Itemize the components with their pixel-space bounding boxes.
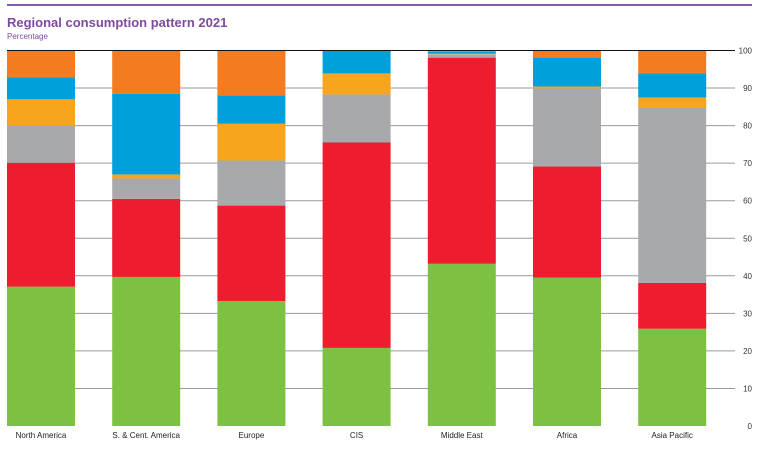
bar-segment <box>217 50 286 96</box>
bar-segment <box>322 94 391 143</box>
bar-segment <box>7 77 75 100</box>
y-tick-label: 30 <box>743 309 752 318</box>
bar-segment <box>217 205 286 301</box>
y-tick-label: 90 <box>743 84 752 93</box>
bar-segment <box>322 347 391 426</box>
bar-segment <box>217 95 286 124</box>
bar-segment <box>638 73 707 98</box>
category-label: Middle East <box>441 431 484 440</box>
bar-segment <box>322 50 391 74</box>
bar-segment <box>112 93 181 175</box>
bar-segment <box>427 57 496 264</box>
chart-subtitle: Percentage <box>7 32 48 41</box>
y-tick-label: 10 <box>743 384 752 393</box>
bar-segment <box>322 73 391 95</box>
bar-segment <box>533 50 601 58</box>
bar-segment <box>112 198 181 277</box>
bars <box>7 50 707 426</box>
bar-segment <box>533 86 601 89</box>
y-tick-label: 100 <box>739 47 753 56</box>
bar-segment <box>7 286 75 426</box>
y-tick-label: 60 <box>743 197 752 206</box>
bar-segment <box>533 57 601 87</box>
bar-segment <box>638 328 707 426</box>
bar-segment <box>112 178 181 199</box>
bar-segment <box>7 162 75 287</box>
chart-title: Regional consumption pattern 2021 <box>7 15 228 30</box>
bar-segment <box>7 125 75 163</box>
bar-segment <box>112 276 181 426</box>
bar-segment <box>638 282 707 329</box>
bar-segment <box>533 166 601 278</box>
bar-segment <box>638 107 707 283</box>
category-label: CIS <box>350 431 363 440</box>
category-label: Africa <box>557 431 578 440</box>
bar-segment <box>638 50 707 74</box>
bar-segment <box>638 97 707 108</box>
bar-segment <box>217 160 286 206</box>
bar-segment <box>427 263 496 426</box>
bar-segment <box>533 277 601 426</box>
bar-segment <box>7 50 75 78</box>
y-tick-labels: 0 10 20 30 40 50 60 70 80 90 100 <box>739 47 753 432</box>
category-label: North America <box>16 431 67 440</box>
bar-segment <box>112 174 181 179</box>
y-tick-label: 70 <box>743 159 752 168</box>
bar-segment <box>427 54 496 58</box>
category-label: S. & Cent. America <box>112 431 180 440</box>
bar-segment <box>533 88 601 167</box>
bar-segment <box>427 53 496 55</box>
y-tick-label: 50 <box>743 234 752 243</box>
top-rule <box>7 4 752 6</box>
bar-segment <box>427 51 496 54</box>
bar-segment <box>322 142 391 348</box>
y-tick-label: 0 <box>748 422 753 431</box>
category-labels: North America S. & Cent. America Europe CIS… <box>16 431 693 440</box>
y-tick-label: 20 <box>743 347 752 356</box>
bar-segment <box>427 50 496 52</box>
category-label: Europe <box>239 431 265 440</box>
bar-segment <box>217 300 286 426</box>
y-tick-label: 40 <box>743 272 752 281</box>
y-tick-label: 80 <box>743 122 752 131</box>
category-label: Asia Pacific <box>652 431 693 440</box>
bar-segment <box>7 99 75 126</box>
bar-segment <box>217 123 286 161</box>
bar-segment <box>112 50 181 94</box>
